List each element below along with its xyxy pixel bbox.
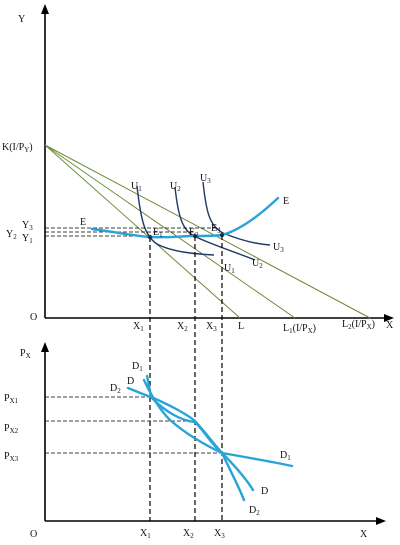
label-e2: E2: [189, 227, 199, 239]
label-d-end: D: [261, 486, 268, 497]
top-y-arrow: [41, 4, 49, 14]
bottom-x-arrow: [376, 517, 386, 525]
label-u1-top: U1: [131, 181, 142, 193]
label-d2-end: D2: [249, 505, 260, 517]
label-pcc-left: E: [80, 217, 86, 228]
price-consumption-curve: [90, 196, 280, 239]
label-x1-top: X1: [133, 321, 144, 333]
label-x1-bottom: X1: [140, 528, 151, 540]
label-y1: Y1: [22, 233, 33, 245]
label-u1-end: U1: [224, 263, 235, 275]
budget-line-l1: [44, 144, 296, 319]
k-intercept-label: K(I/PY): [2, 142, 33, 154]
top-origin-label: O: [30, 312, 37, 323]
label-y3: Y3: [22, 220, 33, 232]
label-e3: E3: [211, 223, 221, 235]
label-x3-bottom: X3: [214, 528, 225, 540]
demand-curve-d: [142, 378, 255, 492]
demand-curve-d2: [126, 386, 246, 502]
budget-line-l2: [44, 144, 371, 319]
label-d-top: D: [127, 376, 134, 387]
bottom-y-axis-label: PX: [20, 348, 31, 360]
label-pcc-right: E: [283, 196, 289, 207]
top-y-axis-label: Y: [18, 14, 25, 25]
label-u3-top: U3: [200, 173, 211, 185]
bottom-y-arrow: [41, 342, 49, 352]
bottom-x-axis-label: X: [360, 529, 368, 540]
top-panel: Y X O K(I/PY) Y3 Y2 Y1 U1 U2 U3 U1 U2: [2, 4, 394, 335]
label-px3: PX3: [4, 451, 19, 463]
label-u2-top: U2: [170, 181, 181, 193]
label-u3-end: U3: [273, 242, 284, 254]
top-x-axis-label: X: [386, 320, 394, 331]
label-l1: L1(I/PX): [283, 323, 316, 335]
label-d1-end: D1: [280, 450, 291, 462]
bottom-panel: PX X O D1 D D2 D1 D D2 PX1 PX2 PX3 X1 X2…: [4, 342, 386, 540]
top-x-arrow: [384, 314, 394, 322]
label-u2-end: U2: [252, 258, 263, 270]
label-px2: PX2: [4, 423, 19, 435]
label-px1: PX1: [4, 393, 19, 405]
label-x3-top: X3: [206, 321, 217, 333]
bottom-origin-label: O: [30, 529, 37, 540]
label-x2-top: X2: [177, 321, 188, 333]
label-d2-top: D2: [110, 383, 121, 395]
indifference-curve-u3: [202, 181, 271, 246]
label-y2: Y2: [6, 229, 17, 241]
budget-line-l: [44, 144, 241, 319]
label-x2-bottom: X2: [183, 528, 194, 540]
label-l2: L2(I/PX): [342, 319, 375, 331]
label-d1-top: D1: [132, 361, 143, 373]
label-e1: E1: [153, 227, 163, 239]
label-l: L: [238, 321, 244, 332]
